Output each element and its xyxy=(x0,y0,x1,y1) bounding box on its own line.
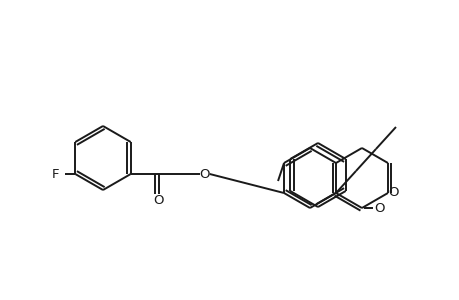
Text: O: O xyxy=(153,194,163,206)
Text: F: F xyxy=(52,167,59,181)
Text: O: O xyxy=(388,187,398,200)
Text: O: O xyxy=(199,167,209,181)
Text: O: O xyxy=(374,202,384,214)
